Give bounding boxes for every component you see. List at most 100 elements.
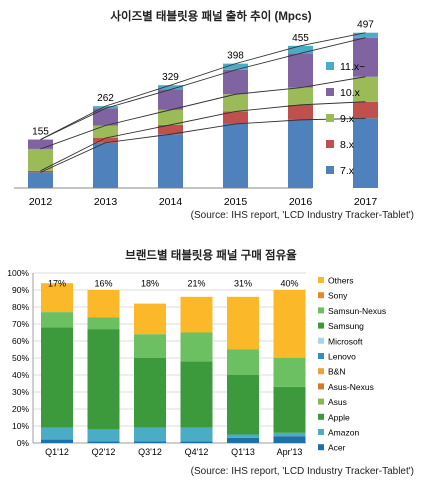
bar-segment-others-q1-12 xyxy=(41,283,73,313)
bar-segment-8-x-2015 xyxy=(223,111,248,124)
bar-segment-amazon-q2-12 xyxy=(87,429,120,442)
legend-swatch-7-x xyxy=(326,166,334,174)
y-tick-label-50: 50% xyxy=(12,353,29,363)
bar-segment-10-x-2014 xyxy=(158,89,183,110)
bar-segment-amazon-apr-13 xyxy=(273,432,306,437)
legend-label-8-x: 8.x xyxy=(340,139,355,151)
series-connector-11-x xyxy=(40,32,366,140)
bar-segment-8-x-2012 xyxy=(28,170,53,173)
legend-label-samsung: Samsung xyxy=(328,321,364,331)
series-connector-9-x xyxy=(40,76,366,150)
bar-segment-11-x-2013 xyxy=(93,106,118,109)
legend-label-others: Others xyxy=(328,276,354,286)
bar-segment-acer-q3-12 xyxy=(134,441,166,443)
series-connector-7-x xyxy=(40,117,366,173)
x-tick-label-q4-12: Q4'12 xyxy=(185,447,209,457)
bar-segment-9-x-2015 xyxy=(223,94,248,112)
total-label-2016: 455 xyxy=(292,33,309,44)
chart1-source: (Source: IHS report, 'LCD Industry Track… xyxy=(190,210,414,221)
bar-segment-samsung-apr-13 xyxy=(273,386,306,433)
bar-segment-11-x-2016 xyxy=(288,45,313,54)
bar-segment-7-x-2014 xyxy=(158,134,183,188)
bar-segment-7-x-2012 xyxy=(28,172,53,188)
series-connector-8-x xyxy=(40,101,366,172)
legend-swatch-9-x xyxy=(326,114,334,122)
bar-segment-samsun-nexus-q4-12 xyxy=(180,332,213,362)
legend-swatch-amazon xyxy=(318,429,324,435)
bar-segment-9-x-2013 xyxy=(93,125,118,138)
total-label-2012: 155 xyxy=(32,127,49,138)
x-tick-label-q1-13: Q1'13 xyxy=(231,447,255,457)
others-data-label-q1-13: 31% xyxy=(234,279,252,289)
legend-swatch-asus-nexus xyxy=(318,383,324,390)
bar-segment-amazon-q1-12 xyxy=(41,427,73,440)
legend-label-sony: Sony xyxy=(328,291,348,301)
bar-segment-amazon-q3-12 xyxy=(134,427,166,442)
bar-segment-others-q3-12 xyxy=(134,303,166,335)
series-connector-10-x xyxy=(40,37,366,140)
total-label-2014: 329 xyxy=(162,72,179,83)
bar-segment-acer-q1-13 xyxy=(227,437,259,443)
legend-swatch-asus xyxy=(318,398,324,405)
bar-segment-11-x-2017 xyxy=(353,32,378,38)
bar-segment-acer-q1-12 xyxy=(41,439,73,443)
legend-swatch-lenovo xyxy=(318,353,324,359)
y-tick-label-30: 30% xyxy=(12,387,29,397)
bar-segment-samsung-q2-12 xyxy=(87,329,120,430)
y-tick-label-0: 0% xyxy=(17,438,30,448)
legend-swatch-11-x xyxy=(326,62,334,70)
legend-label-asus: Asus xyxy=(328,397,347,407)
x-tick-label-2016: 2016 xyxy=(289,196,313,208)
bar-segment-samsun-nexus-q3-12 xyxy=(134,334,166,358)
bar-segment-others-apr-13 xyxy=(273,290,306,358)
legend-swatch-apple xyxy=(318,413,324,420)
bar-segment-amazon-q4-12 xyxy=(180,427,213,442)
y-tick-label-70: 70% xyxy=(12,319,29,329)
chart2-plot: 0% 10% 20% 30% 40% 50% 60% 70% 80% 90% 100% 17% Q1'1… xyxy=(7,268,386,457)
bar-segment-7-x-2017 xyxy=(353,118,378,188)
x-tick-label-2013: 2013 xyxy=(94,196,118,208)
bar-segment-9-x-2014 xyxy=(158,109,183,125)
legend-label-apple: Apple xyxy=(328,412,350,422)
x-tick-label-q1-12: Q1'12 xyxy=(45,447,69,457)
legend-label-7-x: 7.x xyxy=(340,165,355,177)
bar-segment-10-x-2016 xyxy=(288,53,313,88)
bar-segment-samsung-q1-13 xyxy=(227,375,259,435)
bar-segment-others-q1-13 xyxy=(227,296,259,350)
legend-swatch-microsoft xyxy=(318,337,324,344)
y-tick-label-60: 60% xyxy=(12,336,29,346)
x-tick-label-2014: 2014 xyxy=(159,196,183,208)
bar-segment-9-x-2017 xyxy=(353,76,378,102)
bar-segment-8-x-2013 xyxy=(93,138,118,143)
bar-segment-8-x-2017 xyxy=(353,101,378,119)
bar-segment-acer-q4-12 xyxy=(180,441,213,443)
x-tick-label-q3-12: Q3'12 xyxy=(138,447,162,457)
bar-segment-samsung-q4-12 xyxy=(180,361,213,428)
chart1-plot: 155 2012 262 2013 329 2014 398 2015 455 2016 497 20… xyxy=(14,20,378,208)
chart1-title: 사이즈별 태블릿용 패널 출하 추이 (Mpcs) xyxy=(110,11,312,23)
x-tick-label-2015: 2015 xyxy=(224,196,248,208)
bar-segment-samsun-nexus-q2-12 xyxy=(87,317,120,330)
bar-segment-samsun-nexus-q1-13 xyxy=(227,349,259,375)
others-data-label-q1-12: 17% xyxy=(48,279,66,289)
bar-segment-7-x-2016 xyxy=(288,119,313,188)
bar-segment-samsun-nexus-apr-13 xyxy=(273,358,306,387)
bar-segment-acer-apr-13 xyxy=(273,436,306,443)
legend-swatch-samsun-nexus xyxy=(318,307,324,314)
brand-share-chart: 브랜드별 태블릿용 패널 구매 점유율 0% 10% 20% 30% 40% 50% 60%… xyxy=(0,240,422,480)
bar-segment-samsun-nexus-q1-12 xyxy=(41,312,73,328)
bar-segment-8-x-2014 xyxy=(158,124,183,135)
others-data-label-q3-12: 18% xyxy=(141,279,159,289)
bar-segment-9-x-2016 xyxy=(288,87,313,105)
y-tick-label-100: 100% xyxy=(7,268,29,278)
y-tick-label-80: 80% xyxy=(12,302,29,312)
legend-label-b-n: B&N xyxy=(328,367,345,377)
legend-swatch-8-x xyxy=(326,140,334,148)
shipments-by-size-chart: 사이즈별 태블릿용 패널 출하 추이 (Mpcs) 155 2012 262 2013… xyxy=(0,0,422,232)
bar-segment-10-x-2017 xyxy=(353,37,378,77)
legend-label-asus-nexus: Asus-Nexus xyxy=(328,382,374,392)
legend-label-10-x: 10.x xyxy=(340,87,361,99)
bar-segment-7-x-2013 xyxy=(93,142,118,188)
bar-segment-samsung-q1-12 xyxy=(41,327,73,428)
y-tick-label-10: 10% xyxy=(12,421,29,431)
